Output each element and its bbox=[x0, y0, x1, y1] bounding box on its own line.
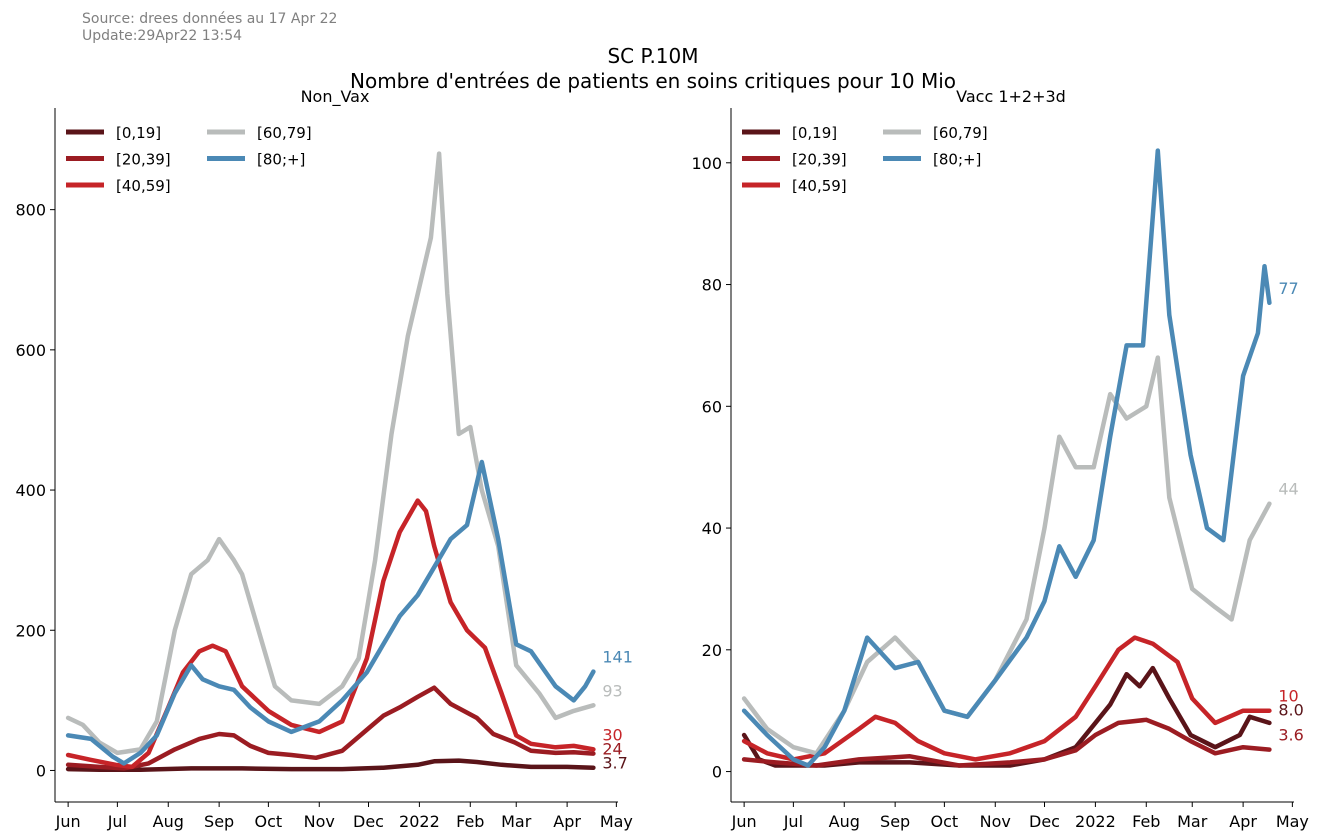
series-line-40-59 bbox=[741, 635, 1272, 762]
x-tick-label: Aug bbox=[829, 812, 860, 831]
y-tick-label: 400 bbox=[15, 481, 46, 500]
panel-vacc: Vacc 1+2+3d 0 20 40 60 80 100 Jun Jul Aug Sep Oct No… bbox=[691, 87, 1308, 831]
source-note: Source: drees données au 17 Apr 22 bbox=[82, 11, 337, 27]
x-tick-label: Aug bbox=[153, 812, 184, 831]
legend-label: [60,79] bbox=[933, 124, 988, 142]
x-tick-label: Dec bbox=[353, 812, 384, 831]
legend-label: [60,79] bbox=[257, 124, 312, 142]
x-tick-label: Oct bbox=[255, 812, 283, 831]
x-tick-label: May bbox=[600, 812, 633, 831]
x-tick-label: Feb bbox=[1132, 812, 1160, 831]
y-tick-label: 60 bbox=[702, 397, 722, 416]
x-tick-label: Mar bbox=[501, 812, 532, 831]
series-line-80 bbox=[741, 148, 1272, 768]
chart-title: SC P.10M bbox=[607, 44, 698, 68]
legend-label: [80;+] bbox=[257, 151, 305, 169]
x-tick-label: Apr bbox=[553, 812, 581, 831]
x-tick-label: Apr bbox=[1229, 812, 1257, 831]
x-tick-label: Feb bbox=[456, 812, 484, 831]
update-note: Update:29Apr22 13:54 bbox=[82, 28, 242, 44]
x-tick-label: Mar bbox=[1177, 812, 1208, 831]
end-value-label: 77 bbox=[1278, 279, 1298, 298]
x-tick-label: Jun bbox=[731, 812, 757, 831]
y-tick-label: 800 bbox=[15, 201, 46, 220]
legend-label: [0,19] bbox=[792, 124, 837, 142]
y-tick-label: 80 bbox=[702, 276, 722, 295]
x-tick-label: Dec bbox=[1029, 812, 1060, 831]
x-tick-label: Jul bbox=[783, 812, 803, 831]
panel-title: Vacc 1+2+3d bbox=[956, 87, 1066, 106]
end-value-label: 30 bbox=[602, 725, 622, 744]
y-tick-label: 100 bbox=[691, 154, 722, 173]
y-tick-label: 40 bbox=[702, 519, 722, 538]
end-value-label: 141 bbox=[602, 648, 633, 667]
legend: [0,19] [20,39] [40,59] [60,79] [80;+] bbox=[66, 124, 312, 195]
x-tick-label: Sep bbox=[204, 812, 234, 831]
x-tick-label: Nov bbox=[980, 812, 1011, 831]
end-value-label: 8.0 bbox=[1278, 701, 1303, 720]
x-tick-label: Sep bbox=[880, 812, 910, 831]
y-tick-label: 0 bbox=[36, 761, 46, 780]
end-value-label: 3.6 bbox=[1278, 726, 1303, 745]
end-value-label: 3.7 bbox=[602, 753, 627, 772]
series-line-0-19 bbox=[65, 758, 596, 773]
legend-label: [0,19] bbox=[116, 124, 161, 142]
legend-label: [40,59] bbox=[792, 177, 847, 195]
end-value-label: 10 bbox=[1278, 687, 1298, 706]
panel-title: Non_Vax bbox=[301, 87, 370, 107]
y-tick-label: 20 bbox=[702, 641, 722, 660]
end-value-label: 44 bbox=[1278, 480, 1298, 499]
y-tick-label: 600 bbox=[15, 341, 46, 360]
legend-label: [40,59] bbox=[116, 177, 171, 195]
legend-label: [80;+] bbox=[933, 151, 981, 169]
panel-non-vax: Non_Vax 0 200 400 600 800 Jun Jul Aug Sep Oct Nov De… bbox=[15, 87, 632, 831]
chart-subtitle: Nombre d'entrées de patients en soins cr… bbox=[350, 69, 956, 93]
legend: [0,19] [20,39] [40,59] [60,79] [80;+] bbox=[742, 124, 988, 195]
series-line-60-79 bbox=[65, 151, 596, 756]
x-tick-label: 2022 bbox=[399, 812, 440, 831]
end-value-label: 93 bbox=[602, 681, 622, 700]
y-tick-label: 200 bbox=[15, 621, 46, 640]
x-tick-label: May bbox=[1276, 812, 1309, 831]
x-tick-label: 2022 bbox=[1075, 812, 1116, 831]
x-tick-label: Nov bbox=[304, 812, 335, 831]
series-line-80 bbox=[65, 459, 596, 766]
x-tick-label: Jun bbox=[55, 812, 81, 831]
end-value-label: 24 bbox=[602, 739, 622, 758]
y-tick-label: 0 bbox=[712, 763, 722, 782]
x-tick-label: Jul bbox=[107, 812, 127, 831]
legend-label: [20,39] bbox=[116, 151, 171, 169]
series-line-20-39 bbox=[741, 717, 1272, 768]
series-line-20-39 bbox=[65, 685, 596, 771]
legend-label: [20,39] bbox=[792, 151, 847, 169]
x-tick-label: Oct bbox=[931, 812, 959, 831]
